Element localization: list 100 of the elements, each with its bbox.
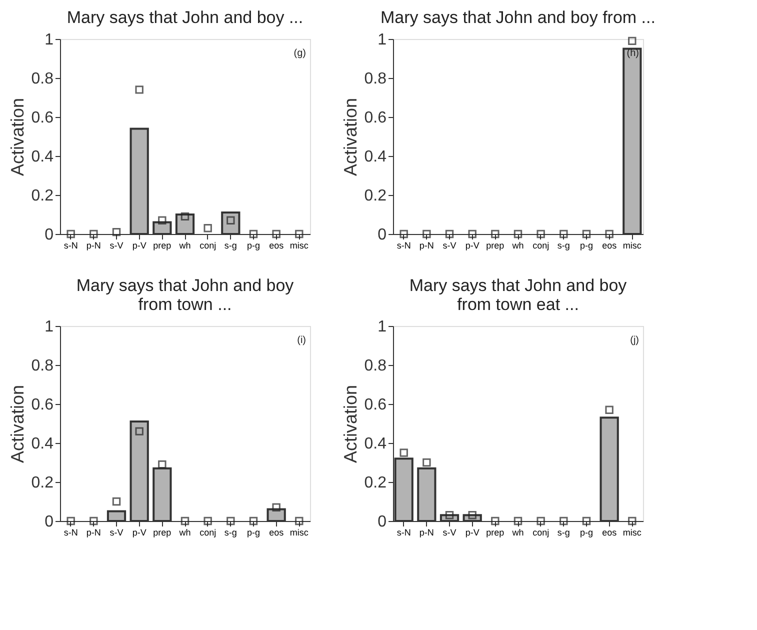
chart-title: Mary says that John and boy from ... (380, 8, 656, 27)
point (295, 230, 304, 238)
x-tick-label: misc (622, 528, 642, 538)
y-tick-label: 0 (44, 514, 54, 530)
y-tick-label: 0.2 (364, 474, 387, 492)
y-axis-title: Activation (7, 98, 28, 176)
x-tick-label: s-g (224, 240, 237, 250)
x-tick-label: p-V (132, 528, 146, 538)
y-tick-label: 0 (378, 226, 387, 244)
point (226, 516, 235, 526)
x-tick-label: s-g (557, 240, 570, 250)
x-tick-label: wh (178, 240, 191, 250)
point (180, 212, 190, 221)
point (272, 503, 280, 512)
x-tick-label: prep (153, 240, 172, 250)
y-tick-label: 0.4 (364, 436, 387, 452)
x-tick-label: s-V (110, 240, 124, 250)
point (90, 516, 98, 526)
x-tick-label: conj (200, 528, 216, 538)
point (272, 230, 280, 238)
point (90, 230, 98, 238)
x-tick-label: p-N (86, 240, 101, 250)
x-tick-label: wh (511, 528, 524, 538)
y-tick-label: 1 (378, 32, 387, 48)
y-tick-label: 0.8 (364, 358, 387, 374)
y-tick-label: 1 (44, 318, 54, 336)
x-tick-label: s-N (396, 528, 411, 538)
x-tick-label: p-V (465, 528, 480, 538)
x-tick-label: p-N (86, 528, 101, 538)
x-tick-label: s-g (557, 528, 570, 538)
x-tick-label: p-N (419, 240, 434, 250)
y-tick-label: 0.4 (364, 148, 387, 166)
point (158, 216, 166, 224)
x-tick-label: s-N (64, 528, 78, 538)
x-tick-label: s-V (442, 528, 456, 538)
y-axis-title: Activation (340, 98, 360, 176)
y-tick-label: 0.8 (31, 358, 54, 374)
x-tick-label: eos (602, 240, 618, 250)
y-tick-label: 0.4 (31, 436, 54, 452)
point (491, 516, 500, 526)
point (468, 511, 476, 520)
point (536, 516, 545, 526)
y-tick-label: 0.6 (31, 396, 54, 414)
point (158, 460, 166, 469)
x-tick-label: prep (486, 240, 504, 250)
y-tick-label: 0 (378, 514, 387, 530)
x-tick-label: misc (290, 240, 309, 250)
x-tick-label: s-N (396, 240, 411, 250)
point (204, 516, 212, 526)
x-tick-label: s-N (64, 240, 78, 250)
chart-title: Mary says that John and boy ... (66, 8, 304, 27)
y-tick-label: 0.8 (364, 70, 387, 88)
point (249, 516, 258, 526)
x-tick-label: misc (290, 528, 309, 538)
x-tick-label: eos (269, 240, 284, 250)
point (66, 516, 75, 526)
x-tick-label: p-g (580, 240, 593, 250)
x-tick-label: s-g (224, 528, 237, 538)
x-tick-label: p-N (419, 528, 434, 538)
x-tick-label: prep (486, 528, 504, 538)
point (605, 406, 614, 414)
point (135, 427, 144, 436)
point (514, 516, 522, 526)
point (422, 458, 431, 467)
x-tick-label: misc (622, 240, 642, 250)
point (295, 516, 304, 526)
point (135, 86, 144, 94)
y-tick-label: 0.8 (31, 70, 54, 88)
point (445, 511, 454, 520)
point (582, 516, 591, 526)
x-tick-label: conj (532, 240, 550, 250)
y-tick-label: 0.2 (31, 188, 54, 204)
point (560, 516, 568, 526)
point (400, 448, 408, 457)
y-tick-label: 0.6 (364, 110, 387, 126)
x-tick-label: p-g (246, 528, 260, 538)
y-tick-label: 0 (44, 226, 54, 244)
x-tick-label: prep (153, 528, 172, 538)
point (628, 516, 636, 526)
x-tick-label: p-V (465, 240, 480, 250)
x-tick-label: eos (602, 528, 618, 538)
point (112, 497, 121, 506)
point (66, 230, 75, 238)
y-tick-label: 0.6 (31, 110, 54, 126)
x-tick-label: s-V (110, 528, 124, 538)
point (204, 224, 212, 232)
x-tick-label: p-V (132, 240, 146, 250)
x-tick-label: conj (532, 528, 550, 538)
x-tick-label: s-V (442, 240, 456, 250)
x-tick-label: wh (178, 528, 191, 538)
y-tick-label: 0.6 (364, 396, 387, 414)
y-tick-label: 0.4 (31, 148, 54, 166)
chart-title: Mary says that John and boy from town ... (76, 276, 294, 314)
x-tick-label: p-g (580, 528, 593, 538)
y-tick-label: 1 (378, 318, 387, 336)
annotation: (h) (626, 48, 639, 59)
y-tick-label: 0.2 (31, 474, 54, 492)
y-tick-label: 1 (44, 32, 54, 48)
x-tick-label: eos (269, 528, 284, 538)
x-tick-label: conj (200, 240, 216, 250)
